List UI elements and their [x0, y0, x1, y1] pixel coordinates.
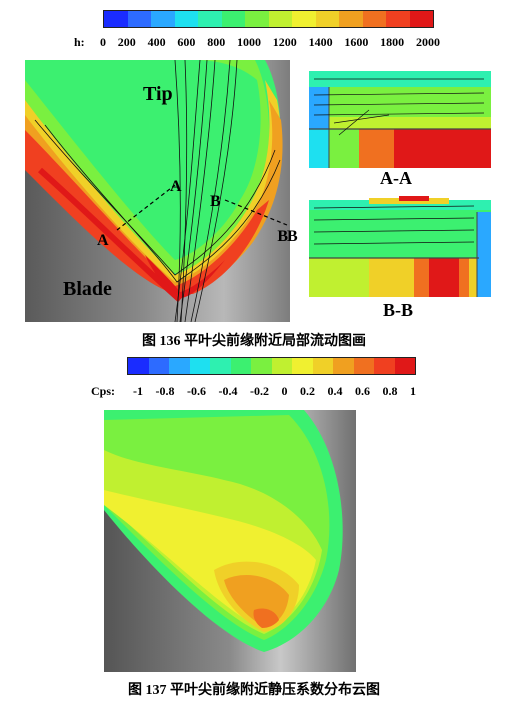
- colorbar-swatch: [230, 358, 251, 374]
- colorbar-swatch: [198, 11, 222, 27]
- colorbar-tick-label: 200: [117, 35, 136, 49]
- colorbar-tick-label: 2000: [415, 35, 440, 49]
- colorbar-tick-label: 1200: [272, 35, 297, 49]
- colorbar-tick-label: 1600: [344, 35, 369, 49]
- figure-137-caption: 图 137 平叶尖前缘附近静压系数分布云图: [128, 683, 380, 698]
- colorbar-swatch: [245, 11, 269, 27]
- colorbar-tick-label: -1: [133, 384, 143, 398]
- colorbar-swatch: [127, 11, 151, 27]
- section-b-end-label-outer: B: [287, 228, 298, 245]
- colorbar-swatch: [128, 358, 149, 374]
- colorbar-tick-label: 0: [100, 35, 106, 49]
- colorbar-swatch: [189, 358, 210, 374]
- colorbar-cps-label: Cps:: [91, 384, 116, 398]
- section-b-start-label: B: [210, 193, 221, 210]
- colorbar-h: [103, 10, 434, 28]
- section-a-a-contour: [309, 65, 491, 168]
- colorbar-tick-label: 1000: [236, 35, 261, 49]
- colorbar-swatch: [374, 358, 395, 374]
- colorbar-cps: [127, 357, 416, 375]
- colorbar-swatch: [292, 358, 313, 374]
- colorbar-tick-label: 0.4: [327, 384, 343, 398]
- tip-label: Tip: [143, 83, 173, 105]
- colorbar-swatch: [333, 358, 354, 374]
- tip-flow-contour: Tip Blade A A B B: [25, 60, 290, 322]
- colorbar-tick-label: -0.4: [218, 384, 238, 398]
- section-b-b-label: B-B: [383, 300, 414, 320]
- static-pressure-contour: [104, 410, 356, 672]
- colorbar-swatch: [221, 11, 245, 27]
- figure-136-caption: 图 136 平叶尖前缘附近局部流动图画: [142, 334, 366, 349]
- colorbar-tick-label: 0.6: [355, 384, 370, 398]
- colorbar-swatch: [315, 11, 339, 27]
- section-a-end-label: A: [170, 178, 182, 195]
- colorbar-swatch: [362, 11, 386, 27]
- colorbar-swatch: [271, 358, 292, 374]
- colorbar-tick-label: 0.8: [382, 384, 398, 398]
- colorbar-tick-label: -0.2: [250, 384, 269, 398]
- colorbar-swatch: [409, 11, 433, 27]
- section-b-b-contour: [309, 192, 491, 297]
- colorbar-swatch: [353, 358, 374, 374]
- colorbar-tick-label: 800: [207, 35, 226, 49]
- colorbar-tick-label: 1400: [308, 35, 333, 49]
- colorbar-swatch: [210, 358, 231, 374]
- colorbar-swatch: [339, 11, 363, 27]
- colorbar-swatch: [151, 11, 175, 27]
- colorbar-swatch: [174, 11, 198, 27]
- section-b-end-label: B: [277, 228, 288, 245]
- colorbar-swatch: [251, 358, 272, 374]
- colorbar-tick-label: 0: [281, 384, 288, 398]
- colorbar-cps-ticks: -1 -0.8 -0.6 -0.4 -0.2 0 0.2 0.4 0.6 0.8 1: [133, 384, 416, 399]
- colorbar-tick-label: -0.8: [155, 384, 175, 398]
- colorbar-swatch: [169, 358, 190, 374]
- colorbar-tick-label: 1: [410, 384, 416, 398]
- colorbar-swatch: [292, 11, 316, 27]
- colorbar-swatch: [148, 358, 169, 374]
- section-a-start-label: A: [97, 232, 109, 249]
- colorbar-tick-label: -0.6: [187, 384, 206, 398]
- colorbar-swatch: [104, 11, 128, 27]
- colorbar-swatch: [394, 358, 415, 374]
- colorbar-tick-label: 0.2: [300, 384, 315, 398]
- blade-label: Blade: [63, 278, 112, 300]
- colorbar-h-label: h:: [74, 35, 85, 49]
- colorbar-tick-label: 1800: [380, 35, 405, 49]
- section-a-a-label: A-A: [380, 168, 412, 188]
- colorbar-swatch: [268, 11, 292, 27]
- colorbar-swatch: [386, 11, 410, 27]
- colorbar-tick-label: 600: [177, 35, 196, 49]
- colorbar-swatch: [312, 358, 333, 374]
- colorbar-h-ticks: 0 200 400 600 800 1000 1200 1400 1600 1800 2000: [100, 35, 440, 50]
- colorbar-tick-label: 400: [147, 35, 166, 49]
